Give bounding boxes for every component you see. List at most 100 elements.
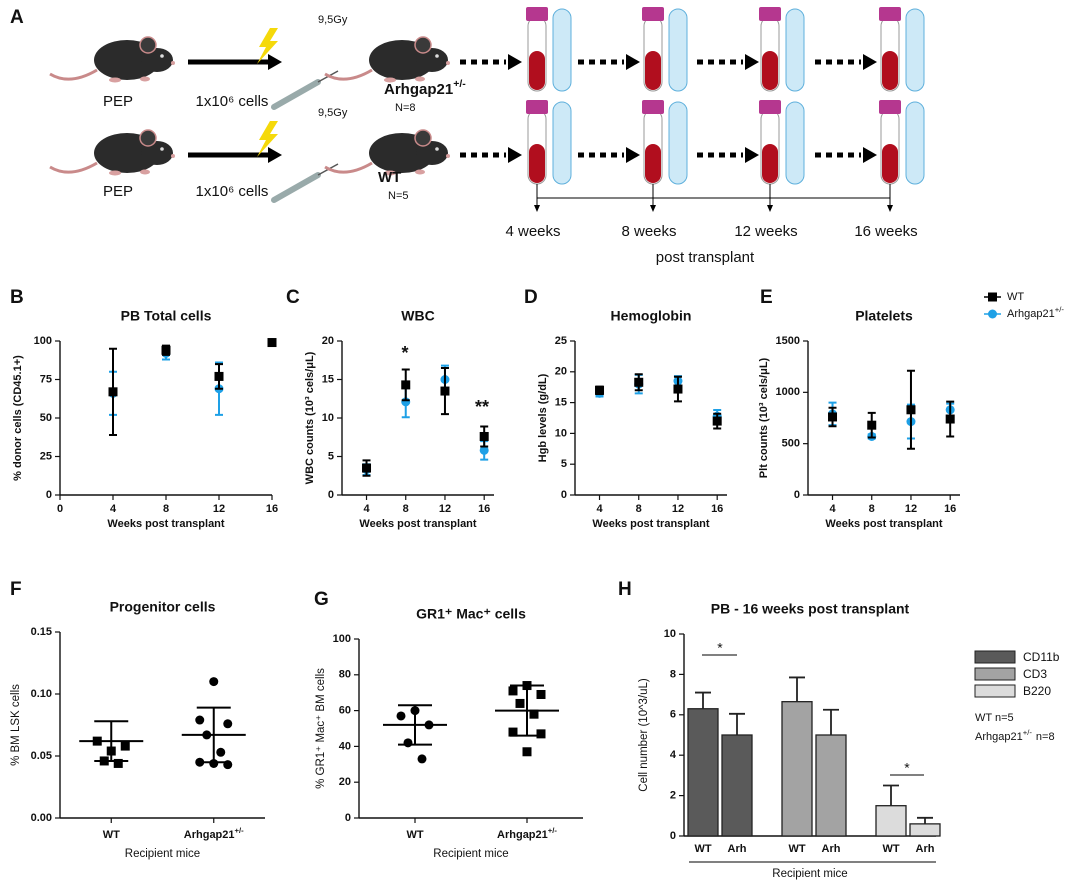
arrow-head — [745, 54, 759, 70]
empty-tube — [785, 101, 805, 185]
lightning — [257, 28, 278, 64]
empty-tube — [668, 101, 688, 185]
x-tick-label: WT — [882, 843, 899, 855]
y-tick-label: 6 — [670, 709, 676, 721]
marker-square — [828, 412, 838, 422]
mouse-head — [416, 48, 448, 72]
tube-cap — [879, 7, 901, 21]
y-tick-label: 0.00 — [31, 812, 52, 824]
mouse-foot — [109, 170, 121, 176]
legend-swatch — [974, 684, 1016, 698]
marker-square — [673, 384, 683, 394]
y-tick-label: 20 — [322, 335, 334, 347]
marker-square — [712, 416, 722, 426]
error-bar — [917, 816, 933, 824]
tube-cap — [759, 100, 781, 114]
y-axis-label: % GR1⁺ Mac⁺ BM cells — [315, 668, 327, 789]
marker-square — [214, 371, 224, 381]
timepoint-label: 4 weeks — [505, 223, 560, 240]
chart-title: Progenitor cells — [110, 599, 216, 615]
marker-square — [945, 414, 955, 424]
arrow-head — [745, 147, 759, 163]
arrow-head — [268, 147, 282, 163]
legend-label: B220 — [1023, 684, 1051, 698]
y-tick-label: 4 — [670, 749, 677, 761]
y-tick-label: 20 — [339, 776, 351, 788]
arrow-head — [626, 54, 640, 70]
x-tick-label: 4 — [363, 503, 370, 515]
x-tick-label: 8 — [403, 503, 409, 515]
marker-square — [440, 386, 450, 396]
mouse-head — [416, 141, 448, 165]
recipient-label: WT — [378, 169, 401, 186]
x-tick-label: WT — [406, 829, 423, 841]
y-tick-label: 0.05 — [31, 750, 52, 762]
marker-square — [595, 385, 605, 395]
marker-square — [401, 380, 411, 390]
mouse-nose — [171, 61, 175, 65]
bar — [909, 823, 941, 837]
y-tick-label: 100 — [34, 335, 52, 347]
y-tick-label: 10 — [664, 628, 676, 640]
significance: * — [717, 640, 723, 656]
dose-label: 1x10⁶ cells — [196, 183, 269, 200]
note-base: Arhgap21 — [975, 731, 1023, 743]
tube-cap — [642, 100, 664, 114]
x-tick-label: Arh — [728, 843, 747, 855]
legend-label: WT — [1007, 291, 1024, 303]
marker-circle — [403, 738, 413, 748]
blood — [882, 144, 898, 183]
x-tick-label: 8 — [869, 503, 875, 515]
mouse-eye — [435, 147, 439, 151]
marker-square — [362, 463, 372, 473]
y-axis-label: Hgb levels (g/dL) — [537, 373, 549, 462]
marker-circle — [209, 677, 219, 687]
note: WT n=5 — [975, 712, 1014, 724]
x-axis-label: Weeks post transplant — [825, 518, 942, 530]
marker-square — [108, 387, 118, 397]
marker-square — [267, 338, 277, 348]
x-tick-label: WT — [694, 843, 711, 855]
marker-square — [120, 741, 130, 751]
mouse-tail — [49, 68, 98, 81]
y-tick-label: 15 — [555, 397, 567, 409]
x-tick-label-base: Arhgap21 — [184, 829, 235, 841]
marker-square — [508, 727, 518, 737]
lightning — [257, 121, 278, 157]
y-tick-label: 5 — [328, 450, 334, 462]
x-tick-label: 8 — [163, 503, 169, 515]
mouse-tail — [49, 161, 98, 174]
marker-square — [867, 420, 877, 430]
irradiation-label: 9,5Gy — [318, 107, 348, 119]
mouse-eye — [160, 54, 164, 58]
mouse-foot — [384, 170, 396, 176]
significance: ** — [475, 397, 489, 417]
marker-circle — [988, 309, 997, 319]
bar — [875, 805, 907, 837]
panel-letter: H — [618, 579, 632, 600]
x-tick-label: 16 — [944, 503, 956, 515]
x-tick-label: Arh — [916, 843, 935, 855]
mouse-ear — [139, 36, 157, 54]
irradiation-label: 9,5Gy — [318, 14, 348, 26]
x-tick-label: Arh — [822, 843, 841, 855]
mouse-tail — [324, 68, 373, 81]
marker-square — [479, 431, 489, 441]
legend-label-base: Arhgap21 — [1007, 308, 1055, 320]
bar — [815, 734, 847, 837]
blood — [762, 51, 778, 90]
x-axis-label: Recipient mice — [433, 848, 508, 860]
x-axis-label: Weeks post transplant — [107, 518, 224, 530]
marker-square — [529, 709, 539, 719]
y-tick-label: 60 — [339, 705, 351, 717]
y-tick-label: 40 — [339, 740, 351, 752]
bar — [781, 701, 813, 837]
y-tick-label: 2 — [670, 790, 676, 802]
y-tick-label: 25 — [40, 450, 52, 462]
mouse-nose — [446, 154, 450, 158]
y-axis-label: Cell number (10^3/uL) — [638, 678, 650, 792]
recipient-label-base: WT — [378, 169, 401, 186]
arrow-head — [887, 205, 893, 212]
n-label: N=5 — [388, 190, 409, 202]
error-bar — [789, 676, 805, 702]
